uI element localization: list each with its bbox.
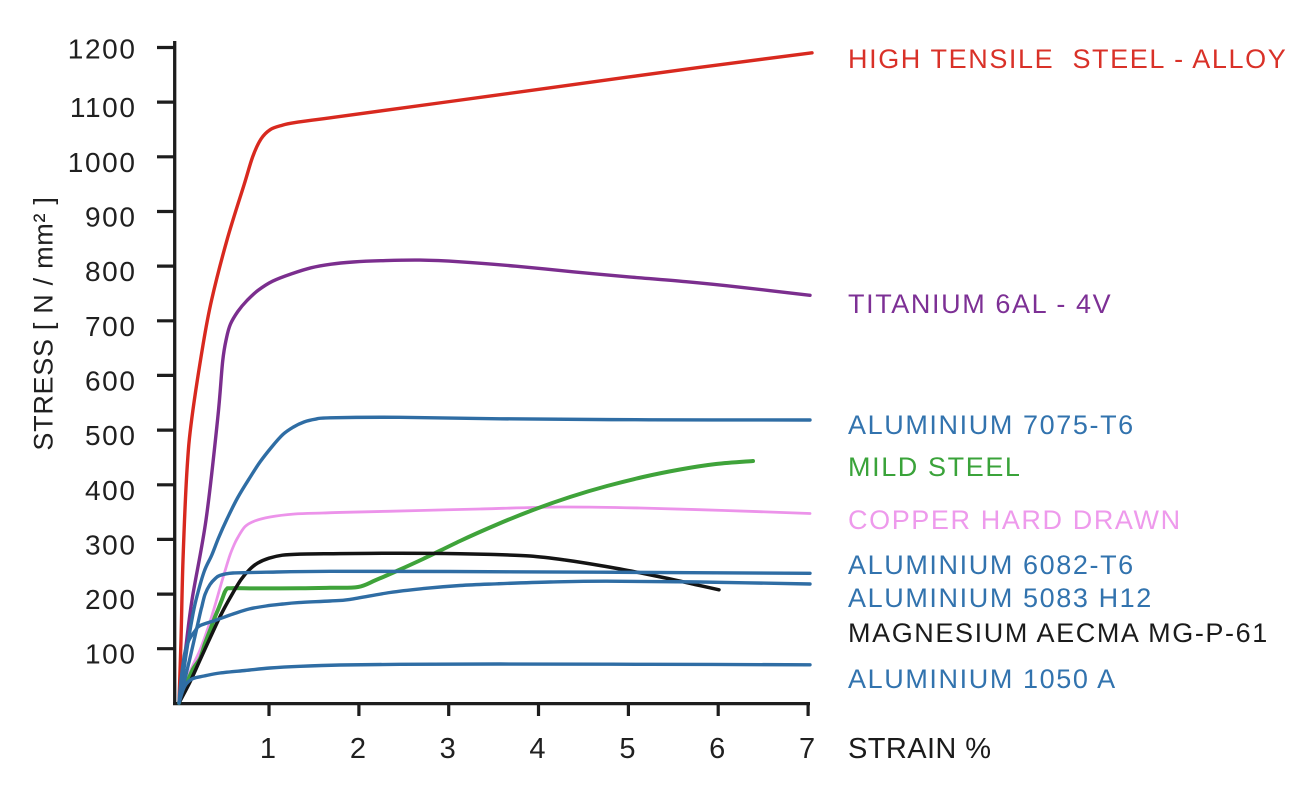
svg-text:ALUMINIUM 7075-T6: ALUMINIUM 7075-T6 bbox=[848, 410, 1135, 440]
svg-text:300: 300 bbox=[85, 529, 137, 560]
svg-text:400: 400 bbox=[85, 475, 137, 506]
svg-text:HIGH TENSILE STEEL - ALLOY: HIGH TENSILE STEEL - ALLOY bbox=[848, 44, 1287, 74]
svg-text:800: 800 bbox=[85, 256, 137, 287]
svg-text:ALUMINIUM 6082-T6: ALUMINIUM 6082-T6 bbox=[848, 550, 1135, 580]
svg-text:STRESS [ N / mm² ]: STRESS [ N / mm² ] bbox=[29, 196, 59, 450]
svg-text:500: 500 bbox=[85, 420, 137, 451]
svg-text:MAGNESIUM AECMA MG-P-61: MAGNESIUM AECMA MG-P-61 bbox=[848, 618, 1269, 648]
svg-text:900: 900 bbox=[85, 202, 137, 233]
svg-text:1200: 1200 bbox=[68, 34, 137, 65]
svg-text:COPPER HARD DRAWN: COPPER HARD DRAWN bbox=[848, 505, 1182, 535]
svg-text:600: 600 bbox=[85, 365, 137, 396]
svg-text:1000: 1000 bbox=[68, 147, 137, 178]
svg-text:100: 100 bbox=[85, 639, 137, 670]
svg-text:MILD STEEL: MILD STEEL bbox=[848, 452, 1022, 482]
svg-text:ALUMINIUM 1050 A: ALUMINIUM 1050 A bbox=[848, 664, 1117, 694]
svg-text:TITANIUM 6AL - 4V: TITANIUM 6AL - 4V bbox=[848, 289, 1112, 319]
svg-text:700: 700 bbox=[85, 311, 137, 342]
svg-text:STRAIN %: STRAIN % bbox=[848, 733, 991, 765]
svg-text:7: 7 bbox=[799, 733, 817, 765]
svg-text:1: 1 bbox=[260, 733, 278, 765]
svg-text:1100: 1100 bbox=[70, 92, 137, 123]
svg-text:200: 200 bbox=[85, 584, 137, 615]
svg-text:ALUMINIUM 5083 H12: ALUMINIUM 5083 H12 bbox=[848, 583, 1153, 613]
svg-text:5: 5 bbox=[619, 733, 637, 765]
svg-text:2: 2 bbox=[350, 733, 368, 765]
svg-text:4: 4 bbox=[529, 733, 547, 765]
svg-text:6: 6 bbox=[709, 733, 727, 765]
svg-text:3: 3 bbox=[440, 733, 458, 765]
